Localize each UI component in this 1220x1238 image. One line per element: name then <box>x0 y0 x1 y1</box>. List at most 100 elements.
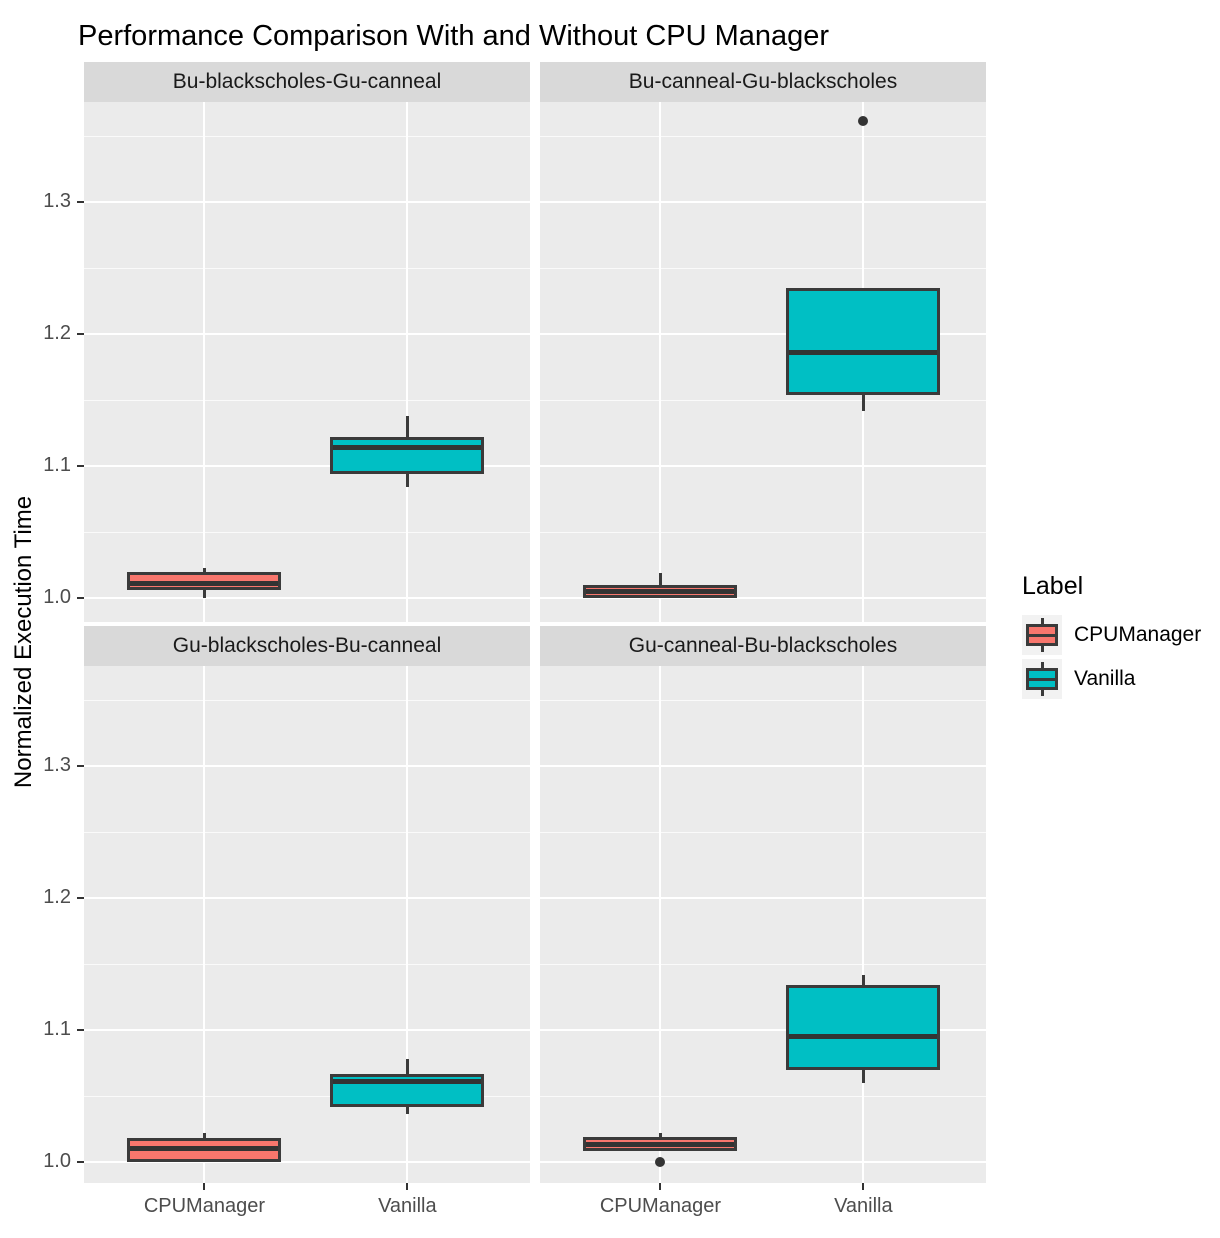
y-axis-tick-label: 1.3 <box>43 190 71 212</box>
facet-strip: Gu-blackscholes-Bu-canneal <box>84 626 530 666</box>
facet-strip: Bu-blackscholes-Gu-canneal <box>84 62 530 102</box>
gridline-major-horizontal <box>84 897 530 899</box>
x-axis-tick-label: Vanilla <box>378 1195 437 1217</box>
facet-strip-label: Gu-canneal-Bu-blackscholes <box>628 634 898 657</box>
x-axis-tick <box>203 1183 206 1190</box>
lower-whisker <box>405 473 409 488</box>
legend-item-cpumanager: CPUManager <box>1022 615 1201 655</box>
upper-whisker <box>202 1132 206 1139</box>
legend-title: Label <box>1022 572 1084 600</box>
y-axis-tick <box>77 1029 84 1031</box>
facet-panel <box>540 102 986 622</box>
legend-item-vanilla: Vanilla <box>1022 659 1201 699</box>
gridline-major-horizontal <box>540 465 986 467</box>
median-line <box>333 445 482 451</box>
gridline-major-horizontal <box>84 597 530 599</box>
legend-item-label: Vanilla <box>1074 667 1136 690</box>
gridline-minor-horizontal <box>540 699 986 701</box>
gridline-major-horizontal <box>84 1029 530 1031</box>
box-vanilla <box>786 287 941 395</box>
lower-whisker <box>405 1106 409 1115</box>
gridline-minor-horizontal <box>84 135 530 137</box>
lower-whisker <box>202 590 206 598</box>
gridline-major-horizontal <box>540 201 986 203</box>
gridline-minor-horizontal <box>540 267 986 269</box>
y-axis-title: Normalized Execution Time <box>10 495 37 789</box>
chart-title: Performance Comparison With and Without … <box>78 20 830 52</box>
gridline-major-horizontal <box>540 597 986 599</box>
legend-key-glyph <box>1022 615 1062 655</box>
gridline-minor-horizontal <box>540 531 986 533</box>
upper-whisker <box>658 572 662 585</box>
legend: Label CPUManager Vanilla <box>1022 572 1201 703</box>
facet-strip: Bu-canneal-Gu-blackscholes <box>540 62 986 102</box>
gridline-major-horizontal <box>540 1029 986 1031</box>
facet-strip-label: Gu-blackscholes-Bu-canneal <box>172 634 442 657</box>
facet-panel <box>84 102 530 622</box>
gridline-minor-horizontal <box>540 831 986 833</box>
legend-item-label: CPUManager <box>1074 623 1202 646</box>
x-axis-tick-label: CPUManager <box>143 1195 265 1217</box>
upper-whisker <box>658 1132 662 1137</box>
y-axis-tick <box>77 201 84 203</box>
x-axis-tick <box>659 1183 662 1190</box>
x-axis-tick <box>406 1183 409 1190</box>
median-line <box>333 1078 482 1084</box>
lower-whisker <box>861 394 865 411</box>
upper-whisker <box>405 415 409 437</box>
y-axis-tick <box>77 597 84 599</box>
outlier-point <box>655 1157 666 1167</box>
gridline-minor-horizontal <box>84 531 530 533</box>
gridline-major-horizontal <box>84 333 530 335</box>
y-axis-tick <box>77 765 84 767</box>
median-line <box>130 580 279 586</box>
y-axis-tick-label: 1.2 <box>43 322 71 344</box>
gridline-major-horizontal <box>540 333 986 335</box>
gridline-major-vertical <box>862 666 865 1183</box>
upper-whisker <box>202 567 206 572</box>
gridline-major-vertical <box>406 666 409 1183</box>
gridline-major-horizontal <box>540 897 986 899</box>
y-axis-tick <box>77 465 84 467</box>
gridline-major-vertical <box>659 102 662 622</box>
legend-key-median-line <box>1026 633 1058 637</box>
y-axis-tick <box>77 1161 84 1163</box>
facet-strip-label: Bu-canneal-Gu-blackscholes <box>628 70 898 93</box>
legend-items: CPUManager Vanilla <box>1022 615 1201 699</box>
gridline-major-horizontal <box>84 1161 530 1163</box>
y-axis-tick-label: 1.0 <box>43 586 71 608</box>
gridline-minor-horizontal <box>84 399 530 401</box>
gridline-minor-horizontal <box>84 963 530 965</box>
median-line <box>130 1146 279 1152</box>
outlier-point <box>858 116 869 127</box>
upper-whisker <box>405 1059 409 1074</box>
gridline-minor-horizontal <box>540 1095 986 1097</box>
x-axis-tick-label: Vanilla <box>834 1195 893 1217</box>
gridline-minor-horizontal <box>84 831 530 833</box>
gridline-major-horizontal <box>540 765 986 767</box>
box-vanilla <box>786 985 941 1070</box>
gridline-minor-horizontal <box>84 1095 530 1097</box>
y-axis-tick <box>77 333 84 335</box>
y-axis-tick-label: 1.2 <box>43 886 71 908</box>
gridline-major-vertical <box>659 666 662 1183</box>
gridline-minor-horizontal <box>540 399 986 401</box>
median-line <box>586 588 735 594</box>
y-axis-tick-label: 1.1 <box>43 454 71 476</box>
y-axis-tick-label: 1.0 <box>43 1150 71 1172</box>
gridline-minor-horizontal <box>84 699 530 701</box>
gridline-major-horizontal <box>540 1161 986 1163</box>
gridline-major-vertical <box>406 102 409 622</box>
gridline-major-horizontal <box>84 765 530 767</box>
gridline-minor-horizontal <box>540 963 986 965</box>
x-axis-tick <box>862 1183 865 1190</box>
box-vanilla <box>330 436 485 474</box>
legend-key-glyph <box>1022 659 1062 699</box>
gridline-major-vertical <box>203 666 206 1183</box>
median-line <box>586 1142 735 1148</box>
facet-strip: Gu-canneal-Bu-blackscholes <box>540 626 986 666</box>
facet-panel <box>84 666 530 1183</box>
median-line <box>789 349 938 355</box>
gridline-major-horizontal <box>84 465 530 467</box>
facet-strip-label: Bu-blackscholes-Gu-canneal <box>172 70 442 93</box>
